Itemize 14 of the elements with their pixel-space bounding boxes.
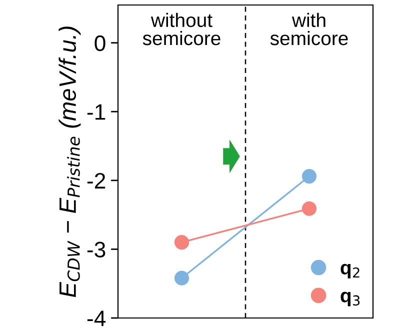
point (302, 201, 317, 216)
y-tick-label: -4 (87, 310, 106, 326)
y-tick-label: 0 (94, 35, 106, 52)
annotation: with semicore (270, 12, 348, 46)
annotation: without semicore (142, 12, 220, 46)
y-tick-label: -3 (87, 242, 106, 258)
y-tick-label: -2 (87, 172, 106, 188)
legend-label: q$_{3}$ (340, 292, 360, 306)
y-axis-title: E$_{CDW}$ − E$_{Pristine}$ (meV/f.u.) (58, 26, 81, 298)
point (302, 169, 317, 184)
legend-label: q$_{2}$ (340, 264, 360, 278)
point (174, 235, 190, 250)
y-tick-label: -1 (87, 104, 106, 120)
point (174, 270, 190, 286)
